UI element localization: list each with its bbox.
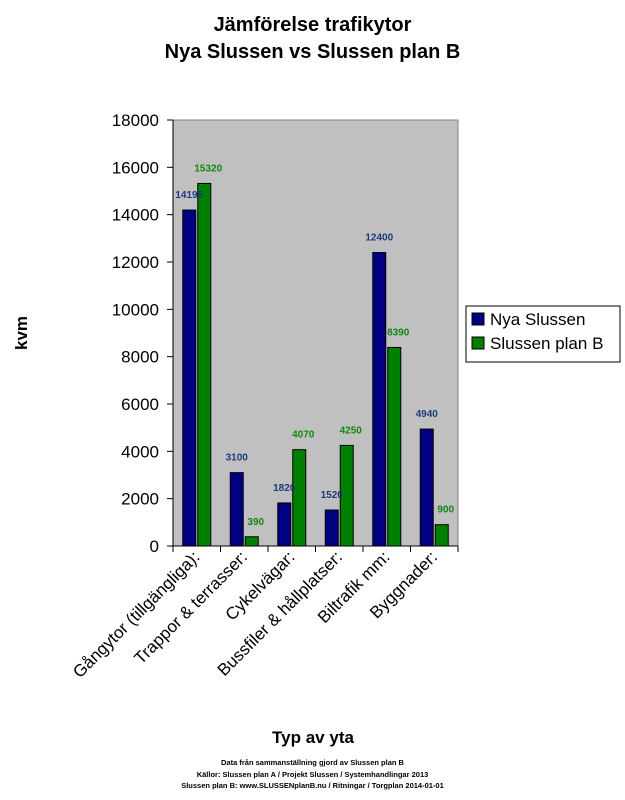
bar[interactable] — [229, 472, 244, 547]
footer-notes: Data från sammanställning gjord av Sluss… — [0, 757, 625, 792]
y-tick-label: 16000 — [112, 158, 159, 177]
data-label: 15320 — [194, 163, 222, 174]
chart-title: Jämförelse trafikytor Nya Slussen vs Slu… — [0, 12, 625, 66]
bar[interactable] — [292, 449, 307, 547]
bar[interactable] — [197, 182, 212, 547]
y-tick-label: 0 — [150, 537, 159, 556]
y-tick-label: 10000 — [112, 300, 159, 319]
bar[interactable] — [324, 509, 339, 547]
data-label: 3100 — [226, 453, 249, 464]
data-label: 1820 — [273, 483, 296, 494]
bar[interactable] — [277, 502, 292, 547]
y-axis-title: kvm — [12, 316, 31, 350]
plot-background — [172, 119, 459, 547]
y-tick-label: 6000 — [121, 395, 159, 414]
data-label: 390 — [247, 517, 264, 528]
bar[interactable] — [434, 524, 449, 547]
y-tick-label: 18000 — [112, 111, 159, 130]
y-tick-label: 4000 — [121, 442, 159, 461]
legend-swatch — [471, 312, 485, 326]
data-label: 900 — [437, 505, 454, 516]
data-label: 4250 — [340, 425, 363, 436]
legend-entry: Slussen plan B — [490, 334, 603, 353]
bar[interactable] — [419, 428, 434, 547]
bar[interactable] — [372, 252, 387, 547]
y-tick-label: 8000 — [121, 348, 159, 367]
bar[interactable] — [244, 536, 259, 547]
chart-title-line-1: Jämförelse trafikytor — [213, 14, 412, 36]
chart-title-line-2: Nya Slussen vs Slussen plan B — [164, 41, 461, 63]
footer-line-2: Källor: Slussen plan A / Projekt Slussen… — [196, 769, 429, 779]
data-label: 1520 — [321, 490, 344, 501]
bar[interactable] — [387, 346, 402, 547]
y-tick-label: 12000 — [112, 253, 159, 272]
y-axis: 0 2000 4000 6000 8000 10000 12000 14000 16000 180… — [112, 111, 174, 556]
x-axis: Gångytor (tillgängliga):Trappor & terras… — [69, 545, 459, 682]
data-label: 14195 — [175, 190, 203, 201]
data-labels: 14195 15320 3100 390 1820 4070 1520 4250 12400 83… — [175, 163, 454, 527]
data-label: 8390 — [387, 327, 410, 338]
data-label: 4070 — [292, 430, 315, 441]
data-label: 12400 — [365, 233, 393, 244]
footer-line-1: Data från sammanställning gjord av Sluss… — [221, 758, 404, 767]
legend-swatch — [471, 336, 485, 350]
bar[interactable] — [339, 444, 354, 547]
legend-box — [465, 305, 621, 363]
footer-line-3: Slussen plan B: www.SLUSSENplanB.nu / Ri… — [181, 781, 444, 790]
bars — [182, 182, 449, 547]
data-label: 4940 — [416, 409, 439, 420]
bar[interactable] — [182, 209, 197, 547]
y-tick-label: 2000 — [121, 490, 159, 509]
legend-entry: Nya Slussen — [490, 310, 585, 329]
legend: Nya Slussen Slussen plan B — [465, 305, 621, 363]
x-axis-title: Typ av yta — [272, 728, 354, 747]
plot-area — [172, 119, 459, 547]
y-tick-label: 14000 — [112, 206, 159, 225]
